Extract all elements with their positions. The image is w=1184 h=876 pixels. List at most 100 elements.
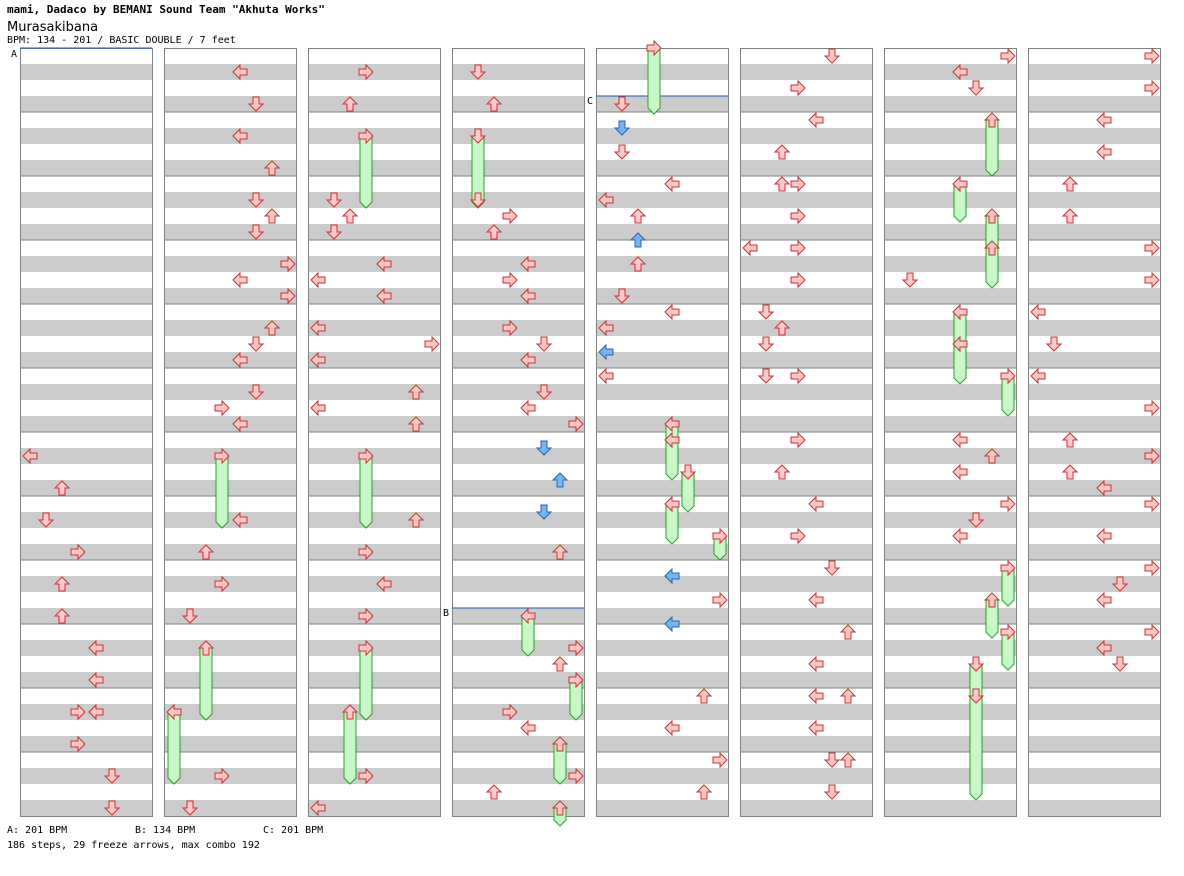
left-arrow-icon	[520, 351, 536, 369]
up-arrow-icon	[629, 232, 647, 248]
right-arrow-icon	[70, 543, 86, 561]
left-arrow-icon	[376, 255, 392, 273]
up-arrow-icon	[773, 464, 791, 480]
up-arrow-icon	[485, 224, 503, 240]
right-arrow-icon	[502, 207, 518, 225]
left-arrow-icon	[808, 687, 824, 705]
section-marker: B	[443, 608, 449, 619]
up-arrow-icon	[407, 512, 425, 528]
up-arrow-icon	[485, 784, 503, 800]
down-arrow-icon	[469, 64, 487, 80]
right-arrow-icon	[70, 703, 86, 721]
right-arrow-icon	[1144, 559, 1160, 577]
up-arrow-icon	[407, 416, 425, 432]
left-arrow-icon	[232, 127, 248, 145]
down-arrow-icon	[535, 384, 553, 400]
left-arrow-icon	[598, 343, 614, 361]
freeze-arrow-icon	[167, 711, 181, 785]
right-arrow-icon	[712, 591, 728, 609]
right-arrow-icon	[712, 751, 728, 769]
right-arrow-icon	[214, 399, 230, 417]
down-arrow-icon	[613, 288, 631, 304]
right-arrow-icon	[1000, 559, 1016, 577]
right-arrow-icon	[502, 703, 518, 721]
up-arrow-icon	[773, 320, 791, 336]
right-arrow-icon	[358, 543, 374, 561]
down-arrow-icon	[757, 336, 775, 352]
left-arrow-icon	[664, 431, 680, 449]
left-arrow-icon	[1096, 111, 1112, 129]
right-arrow-icon	[790, 367, 806, 385]
right-arrow-icon	[1000, 495, 1016, 513]
down-arrow-icon	[181, 800, 199, 816]
down-arrow-icon	[469, 192, 487, 208]
left-arrow-icon	[742, 239, 758, 257]
up-arrow-icon	[1061, 432, 1079, 448]
left-arrow-icon	[310, 799, 326, 817]
down-arrow-icon	[823, 784, 841, 800]
left-arrow-icon	[310, 399, 326, 417]
up-arrow-icon	[695, 688, 713, 704]
down-arrow-icon	[247, 384, 265, 400]
left-arrow-icon	[664, 415, 680, 433]
left-arrow-icon	[664, 719, 680, 737]
right-arrow-icon	[790, 431, 806, 449]
right-arrow-icon	[1144, 447, 1160, 465]
down-arrow-icon	[757, 368, 775, 384]
up-arrow-icon	[983, 112, 1001, 128]
up-arrow-icon	[983, 240, 1001, 256]
right-arrow-icon	[790, 175, 806, 193]
down-arrow-icon	[967, 688, 985, 704]
bpm-change-c: C: 201 BPM	[263, 825, 324, 836]
chart-stats: 186 steps, 29 freeze arrows, max combo 1…	[7, 840, 260, 851]
chart-title: mami, Dadaco by BEMANI Sound Team "Akhut…	[7, 3, 325, 16]
right-arrow-icon	[424, 335, 440, 353]
left-arrow-icon	[598, 191, 614, 209]
down-arrow-icon	[181, 608, 199, 624]
right-arrow-icon	[358, 639, 374, 657]
down-arrow-icon	[247, 224, 265, 240]
down-arrow-icon	[535, 336, 553, 352]
left-arrow-icon	[808, 719, 824, 737]
left-arrow-icon	[520, 399, 536, 417]
right-arrow-icon	[568, 415, 584, 433]
freeze-arrow-icon	[215, 455, 229, 529]
section-marker: C	[587, 96, 593, 107]
left-arrow-icon	[952, 63, 968, 81]
down-arrow-icon	[967, 512, 985, 528]
freeze-arrow-icon	[359, 135, 373, 209]
down-arrow-icon	[823, 560, 841, 576]
song-name: Murasakibana	[7, 20, 99, 35]
down-arrow-icon	[613, 144, 631, 160]
right-arrow-icon	[790, 207, 806, 225]
up-arrow-icon	[1061, 464, 1079, 480]
down-arrow-icon	[613, 96, 631, 112]
left-arrow-icon	[808, 591, 824, 609]
left-arrow-icon	[520, 287, 536, 305]
bpm-change-b: B: 134 BPM	[135, 825, 196, 836]
right-arrow-icon	[358, 63, 374, 81]
up-arrow-icon	[629, 208, 647, 224]
left-arrow-icon	[376, 575, 392, 593]
left-arrow-icon	[1030, 367, 1046, 385]
left-arrow-icon	[310, 351, 326, 369]
freeze-arrow-icon	[199, 647, 213, 721]
up-arrow-icon	[551, 736, 569, 752]
left-arrow-icon	[232, 351, 248, 369]
down-arrow-icon	[901, 272, 919, 288]
up-arrow-icon	[695, 784, 713, 800]
freeze-arrow-icon	[969, 695, 983, 801]
left-arrow-icon	[232, 511, 248, 529]
up-arrow-icon	[341, 96, 359, 112]
left-arrow-icon	[520, 719, 536, 737]
right-arrow-icon	[214, 767, 230, 785]
up-arrow-icon	[1061, 208, 1079, 224]
freeze-arrow-icon	[343, 711, 357, 785]
down-arrow-icon	[679, 464, 697, 480]
down-arrow-icon	[613, 120, 631, 136]
up-arrow-icon	[263, 208, 281, 224]
left-arrow-icon	[1096, 639, 1112, 657]
left-arrow-icon	[1096, 591, 1112, 609]
down-arrow-icon	[823, 48, 841, 64]
